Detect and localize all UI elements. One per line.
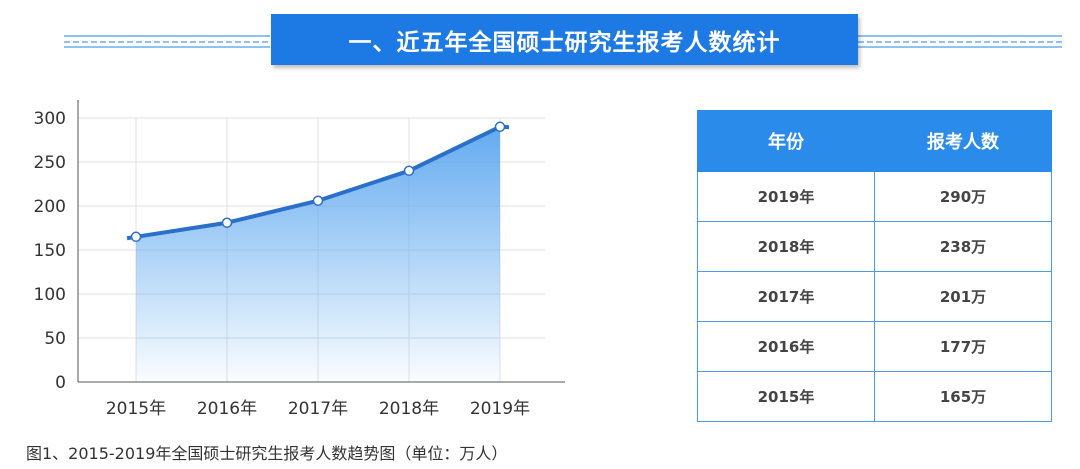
cell-year: 2018年	[697, 221, 875, 272]
cell-year: 2017年	[697, 271, 875, 322]
banner-decoration-right	[858, 35, 1062, 48]
chart-caption: 图1、2015-2019年全国硕士研究生报考人数趋势图（单位：万人）	[26, 444, 508, 463]
data-point	[130, 231, 142, 243]
x-tick-label: 2015年	[106, 399, 166, 419]
table-row: 2016年 177万	[697, 321, 1052, 372]
x-tick-label: 2018年	[379, 399, 439, 419]
y-tick-label: 0	[55, 373, 66, 393]
x-tick-label: 2019年	[470, 399, 530, 419]
y-tick-label: 250	[34, 153, 66, 173]
table-row: 2018年 238万	[697, 221, 1052, 272]
y-tick-label: 150	[34, 241, 66, 261]
table-row: 2019年 290万	[697, 171, 1052, 222]
cell-count: 165万	[874, 371, 1052, 422]
x-tick-label: 2016年	[197, 399, 257, 419]
data-point	[221, 217, 233, 228]
data-point	[494, 121, 506, 133]
y-tick-label: 300	[34, 109, 66, 129]
cell-year: 2015年	[697, 371, 875, 422]
column-header-count: 报考人数	[874, 110, 1052, 172]
banner-decoration-left	[64, 35, 270, 48]
area-chart: 0 50 100 150 200 250 300 2015年 2016年 2017年 2018年 20…	[34, 100, 565, 419]
table-row: 2015年 165万	[697, 371, 1052, 422]
column-header-year: 年份	[697, 110, 875, 172]
data-table: 年份 报考人数 2019年 290万 2018年 238万 2017年 201万…	[697, 110, 1052, 422]
data-point	[312, 195, 324, 206]
y-tick-label: 50	[44, 329, 66, 349]
y-tick-label: 200	[34, 197, 66, 217]
cell-year: 2019年	[697, 171, 875, 222]
table-header-row: 年份 报考人数	[697, 110, 1052, 172]
series-area-fill	[136, 126, 500, 382]
y-tick-label: 100	[34, 285, 66, 305]
cell-year: 2016年	[697, 321, 875, 372]
data-point	[403, 165, 415, 177]
cell-count: 290万	[874, 171, 1052, 222]
cell-count: 238万	[874, 221, 1052, 272]
cell-count: 201万	[874, 271, 1052, 322]
table-row: 2017年 201万	[697, 271, 1052, 322]
page-title: 一、近五年全国硕士研究生报考人数统计	[271, 14, 858, 65]
cell-count: 177万	[874, 321, 1052, 372]
x-tick-label: 2017年	[288, 399, 348, 419]
